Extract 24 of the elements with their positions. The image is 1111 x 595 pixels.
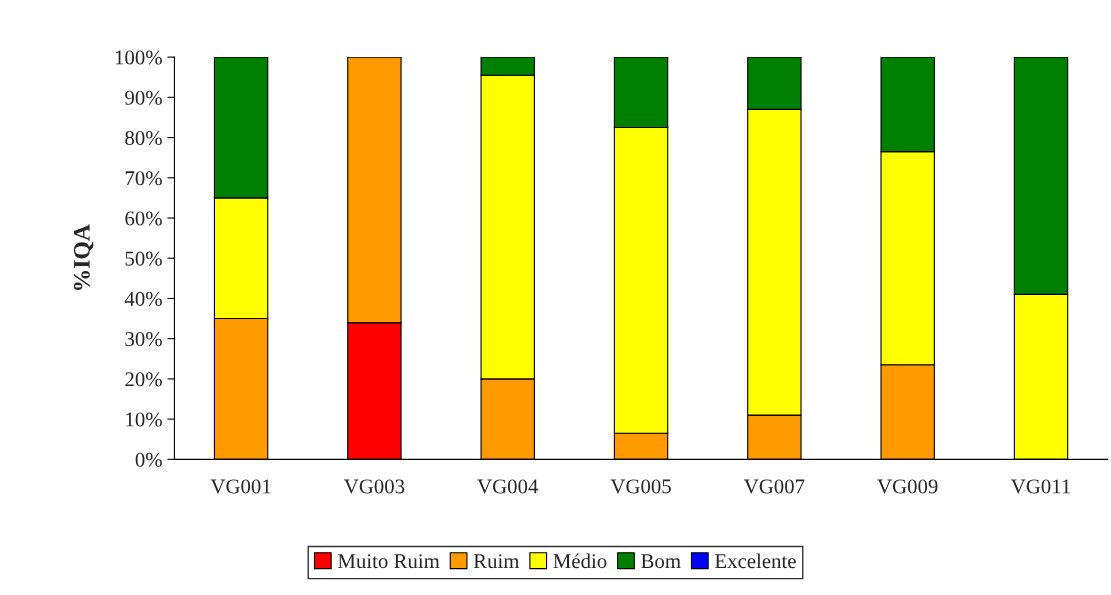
legend-label: Ruim — [473, 554, 520, 569]
y-tick-label: 100% — [115, 50, 162, 65]
legend-label: Bom — [641, 554, 681, 569]
legend-label: Muito Ruim — [338, 554, 440, 569]
x-tick-label: VG003 — [343, 479, 405, 494]
y-tick-label: 70% — [125, 171, 162, 186]
y-tick-label: 40% — [124, 291, 162, 306]
y-tick-label: 60% — [125, 211, 162, 226]
legend-label: Médio — [553, 553, 607, 569]
legend-label: Excelente — [714, 553, 796, 569]
y-tick-label: 90% — [125, 90, 162, 105]
y-tick-label: 20% — [125, 372, 162, 387]
y-tick-label: 30% — [125, 332, 162, 347]
y-tick-label: 50% — [125, 251, 162, 266]
x-tick-label: VG009 — [877, 479, 938, 494]
y-axis-title: %IQA — [73, 224, 94, 290]
y-tick-label: 10% — [126, 412, 162, 427]
x-tick-label: VG011 — [1010, 479, 1071, 494]
x-tick-label: VG007 — [743, 479, 805, 494]
y-tick-label: 80% — [125, 130, 162, 146]
x-tick-label: VG001 — [210, 479, 271, 494]
x-tick-label: VG005 — [610, 479, 671, 494]
y-tick-label: 0% — [135, 452, 162, 467]
x-tick-label: VG004 — [477, 479, 539, 494]
